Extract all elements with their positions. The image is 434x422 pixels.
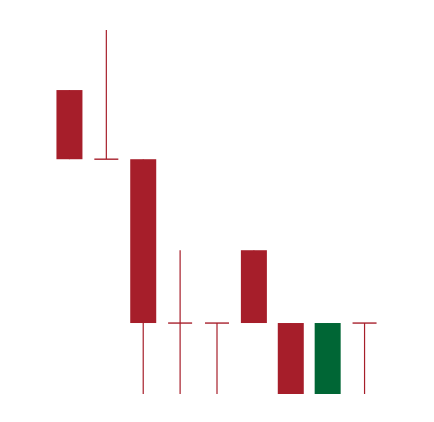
candle-body	[130, 159, 157, 324]
candle-body	[56, 90, 83, 160]
candle-body	[314, 323, 341, 394]
candle-5	[205, 322, 229, 394]
candle-body	[277, 323, 304, 394]
candle-1	[56, 90, 83, 160]
candle-7	[277, 323, 304, 394]
candle-6	[240, 250, 267, 324]
candle-3	[130, 159, 157, 394]
candle-4	[168, 250, 193, 394]
candle-body	[240, 250, 267, 324]
candle-9	[352, 322, 377, 394]
candle-8	[314, 323, 341, 394]
candle-2	[94, 30, 119, 160]
